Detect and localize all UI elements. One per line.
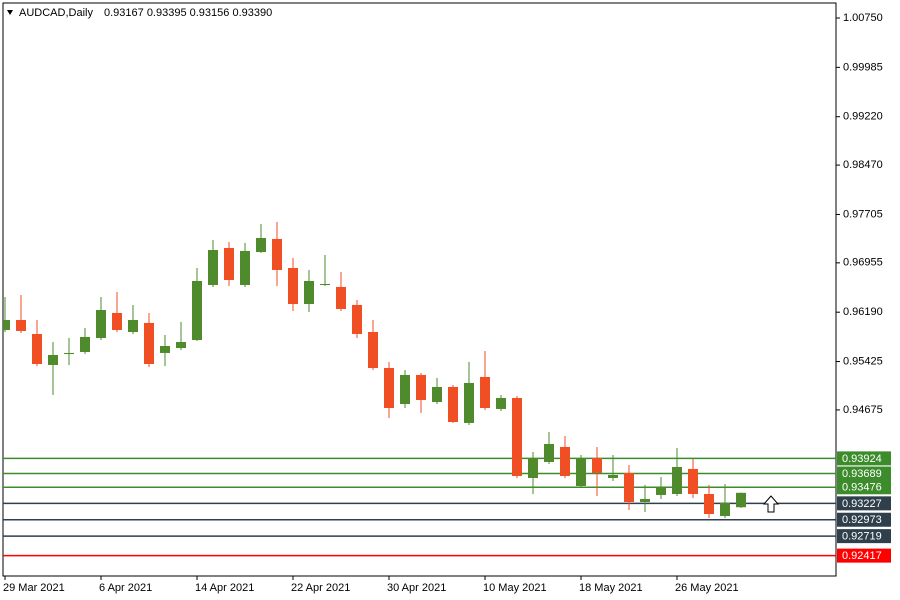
candle-body [224,248,234,280]
level-label: 0.93924 [842,453,882,465]
level-label-box [837,548,891,563]
candle-body [720,502,730,516]
candle-body [80,336,90,352]
candle-body [160,346,170,353]
level-label-box [837,466,891,481]
level-label: 0.93476 [842,482,882,494]
y-tick-label: 0.98470 [843,159,883,171]
candle-body [256,238,266,252]
candle-body [640,498,650,502]
x-tick-label: 6 Apr 2021 [99,582,152,594]
candle-body [432,386,442,402]
y-tick-label: 0.99985 [843,61,883,73]
x-tick-label: 29 Mar 2021 [3,582,65,594]
level-label-box [837,512,891,527]
candle-body [512,398,522,476]
level-label: 0.92417 [842,550,882,562]
candle-body [464,382,474,423]
candle-body [400,374,410,404]
candle-body [64,352,74,354]
candle-body [544,444,554,462]
level-label: 0.93227 [842,498,882,510]
candle-body [384,368,394,408]
candle-body [704,494,714,514]
y-tick-label: 0.96190 [843,306,883,318]
candle-body [128,320,138,332]
y-tick-label: 0.95425 [843,355,883,367]
level-label-box [837,480,891,495]
candle-body [656,486,666,495]
candle-body [672,466,682,494]
level-label-box [837,451,891,466]
candle-body [624,472,634,502]
candle-body [368,332,378,368]
symbol: AUDCAD,Daily [19,7,93,19]
level-label: 0.92973 [842,514,882,526]
candle-body [592,458,602,473]
y-tick-label: 0.97705 [843,208,883,220]
levels [3,457,836,557]
candle-body [688,468,698,494]
x-tick-label: 30 Apr 2021 [387,582,446,594]
candle-body [96,310,106,338]
candle-body [48,354,58,365]
candle-body [112,312,122,330]
candle-body [288,268,298,304]
candles [3,222,746,518]
candle-body [480,376,490,408]
candle-body [192,280,202,340]
candle-body [3,320,10,330]
candle-body [176,342,186,348]
level-label: 0.92719 [842,531,882,543]
candle-body [352,304,362,334]
candle-body [576,458,586,486]
candle-body [608,474,618,478]
candle-body [144,322,154,364]
candle-body [240,250,250,285]
candle-body [304,280,314,304]
level-label-box [837,496,891,511]
candle-body [736,492,746,508]
x-tick-label: 18 May 2021 [579,582,643,594]
candle-body [560,446,570,476]
level-label-box [837,529,891,544]
candle-body [448,386,458,422]
candle-body [16,320,26,331]
arrow-marker [762,495,780,513]
y-tick-label: 1.00750 [843,12,883,24]
candle-body [272,238,282,270]
x-tick-label: 26 May 2021 [675,582,739,594]
candle-body [528,458,538,478]
plot-frame [2,2,837,577]
y-tick-label: 0.96955 [843,257,883,269]
x-tick-label: 14 Apr 2021 [195,582,254,594]
quote: 0.93167 0.93395 0.93156 0.93390 [104,7,272,19]
y-tick-label: 0.99220 [843,111,883,123]
candle-body [32,334,42,364]
candle-body [496,398,506,409]
candle-body [208,250,218,285]
level-label: 0.93689 [842,468,882,480]
candle-body [336,286,346,309]
y-tick-label: 0.94675 [843,404,883,416]
menu-arrow [7,10,13,15]
x-tick-label: 22 Apr 2021 [291,582,350,594]
candle-body [416,374,426,400]
x-tick-label: 10 May 2021 [483,582,547,594]
candle-body [320,284,330,285]
